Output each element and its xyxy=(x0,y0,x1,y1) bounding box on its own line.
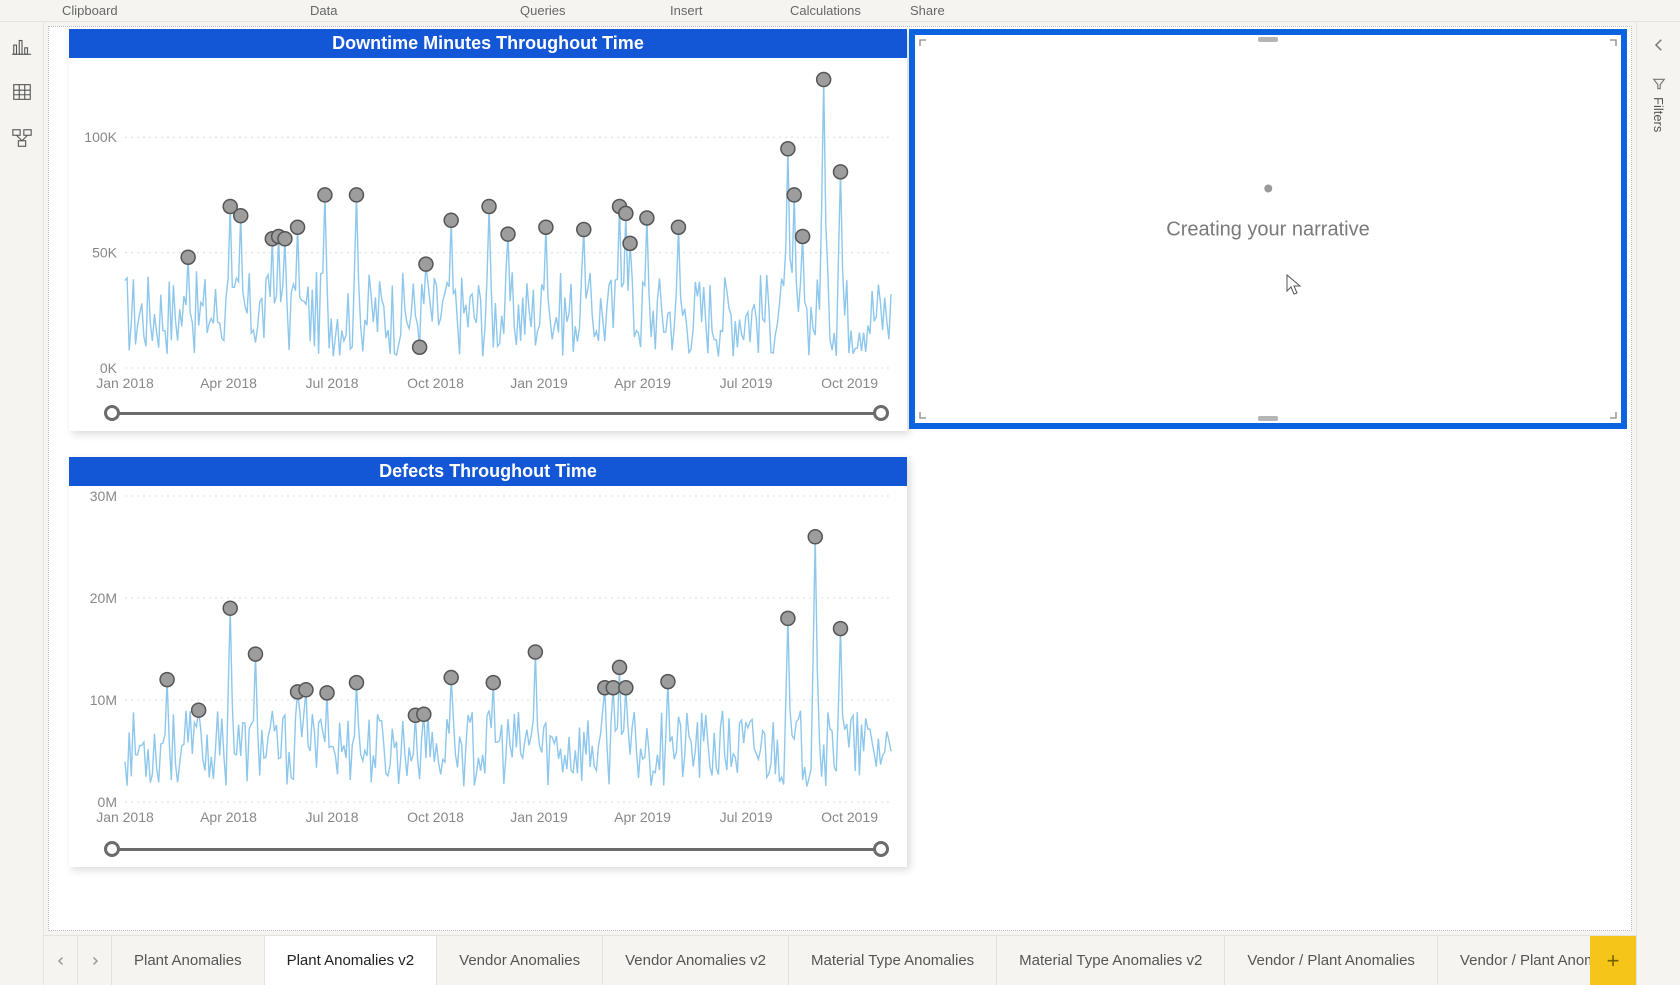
svg-text:0K: 0K xyxy=(100,360,118,376)
loading-dot-icon xyxy=(1264,185,1272,193)
corner-tr xyxy=(1603,39,1617,53)
ribbon-group-calculations: Calculations xyxy=(790,3,861,18)
svg-text:Apr 2019: Apr 2019 xyxy=(614,375,671,391)
filters-pane-toggle[interactable]: Filters xyxy=(1651,77,1666,132)
svg-text:Jan 2019: Jan 2019 xyxy=(510,809,568,825)
svg-text:Jul 2018: Jul 2018 xyxy=(306,375,359,391)
slider-handle-left[interactable] xyxy=(104,405,120,421)
slider-handle-right[interactable] xyxy=(873,841,889,857)
tabs-scroll-right[interactable] xyxy=(78,936,112,985)
downtime-chart-svg: 0K 50K 100K Jan 2018 Apr 2018 Jul 2018 Oct 201… xyxy=(69,58,907,396)
svg-text:Oct 2019: Oct 2019 xyxy=(821,375,878,391)
svg-text:100K: 100K xyxy=(84,129,117,145)
slider-handle-left[interactable] xyxy=(104,841,120,857)
report-view-button[interactable] xyxy=(8,32,36,60)
resize-handle-top[interactable] xyxy=(1258,37,1278,42)
svg-text:30M: 30M xyxy=(90,488,117,504)
svg-text:50K: 50K xyxy=(92,245,118,261)
defects-chart-svg: 0M 10M 20M 30M Jan 2018 Apr 2018 Jul 2018 Oct 2… xyxy=(69,486,907,830)
page-tab[interactable]: Vendor Anomalies xyxy=(437,936,603,985)
view-switcher xyxy=(0,22,44,985)
corner-bl xyxy=(919,405,933,419)
ribbon-group-queries: Queries xyxy=(520,3,566,18)
ribbon-group-labels: Clipboard Data Queries Insert Calculatio… xyxy=(0,0,1680,22)
page-tab[interactable]: Plant Anomalies v2 xyxy=(265,936,438,985)
ribbon-group-insert: Insert xyxy=(670,3,703,18)
collapsed-panes: Filters xyxy=(1636,22,1680,985)
defects-chart-visual[interactable]: Defects Throughout Time 0M 10M 20M 30M Jan 2… xyxy=(69,457,907,867)
corner-tl xyxy=(919,39,933,53)
svg-text:Jul 2019: Jul 2019 xyxy=(720,809,773,825)
page-tab[interactable]: Material Type Anomalies v2 xyxy=(997,936,1225,985)
expand-panes-button[interactable] xyxy=(1650,36,1668,57)
resize-handle-bottom[interactable] xyxy=(1258,416,1278,421)
filter-icon xyxy=(1652,77,1666,91)
tabs-scroll-left[interactable] xyxy=(44,936,78,985)
svg-text:Apr 2018: Apr 2018 xyxy=(200,375,257,391)
page-tab[interactable]: Vendor / Plant Anomalies v2 xyxy=(1438,936,1590,985)
corner-br xyxy=(1603,405,1617,419)
ribbon-group-data: Data xyxy=(310,3,337,18)
add-page-button[interactable]: + xyxy=(1590,936,1636,985)
page-tab[interactable]: Vendor Anomalies v2 xyxy=(603,936,789,985)
page-tab[interactable]: Plant Anomalies xyxy=(112,936,265,985)
page-tab[interactable]: Vendor / Plant Anomalies xyxy=(1225,936,1438,985)
downtime-chart-title: Downtime Minutes Throughout Time xyxy=(69,29,907,58)
svg-text:Apr 2019: Apr 2019 xyxy=(614,809,671,825)
svg-text:Jul 2018: Jul 2018 xyxy=(306,809,359,825)
data-view-button[interactable] xyxy=(8,78,36,106)
cursor-icon xyxy=(1285,273,1303,295)
ribbon-group-share: Share xyxy=(910,3,945,18)
svg-text:Oct 2018: Oct 2018 xyxy=(407,809,464,825)
model-view-button[interactable] xyxy=(8,124,36,152)
downtime-chart-visual[interactable]: Downtime Minutes Throughout Time 0K 50K 10… xyxy=(69,29,907,431)
narrative-loading-text: Creating your narrative xyxy=(1166,219,1369,242)
svg-text:Apr 2018: Apr 2018 xyxy=(200,809,257,825)
downtime-time-slider[interactable] xyxy=(104,409,889,417)
page-tab-list: Plant AnomaliesPlant Anomalies v2Vendor … xyxy=(112,936,1590,985)
smart-narrative-visual[interactable]: Creating your narrative xyxy=(909,29,1627,429)
defects-chart-title: Defects Throughout Time xyxy=(69,457,907,486)
svg-text:20M: 20M xyxy=(90,590,117,606)
svg-text:Jan 2018: Jan 2018 xyxy=(96,809,154,825)
svg-text:Jul 2019: Jul 2019 xyxy=(720,375,773,391)
slider-handle-right[interactable] xyxy=(873,405,889,421)
ribbon-group-clipboard: Clipboard xyxy=(62,3,118,18)
filters-label: Filters xyxy=(1651,97,1666,132)
svg-text:10M: 10M xyxy=(90,692,117,708)
svg-text:Jan 2019: Jan 2019 xyxy=(510,375,568,391)
svg-text:Oct 2018: Oct 2018 xyxy=(407,375,464,391)
page-tab-strip: Plant AnomaliesPlant Anomalies v2Vendor … xyxy=(44,935,1636,985)
svg-text:0M: 0M xyxy=(98,794,117,810)
svg-text:Jan 2018: Jan 2018 xyxy=(96,375,154,391)
defects-time-slider[interactable] xyxy=(104,845,889,853)
report-canvas[interactable]: Downtime Minutes Throughout Time 0K 50K 10… xyxy=(48,26,1632,931)
svg-text:Oct 2019: Oct 2019 xyxy=(821,809,878,825)
page-tab[interactable]: Material Type Anomalies xyxy=(789,936,997,985)
